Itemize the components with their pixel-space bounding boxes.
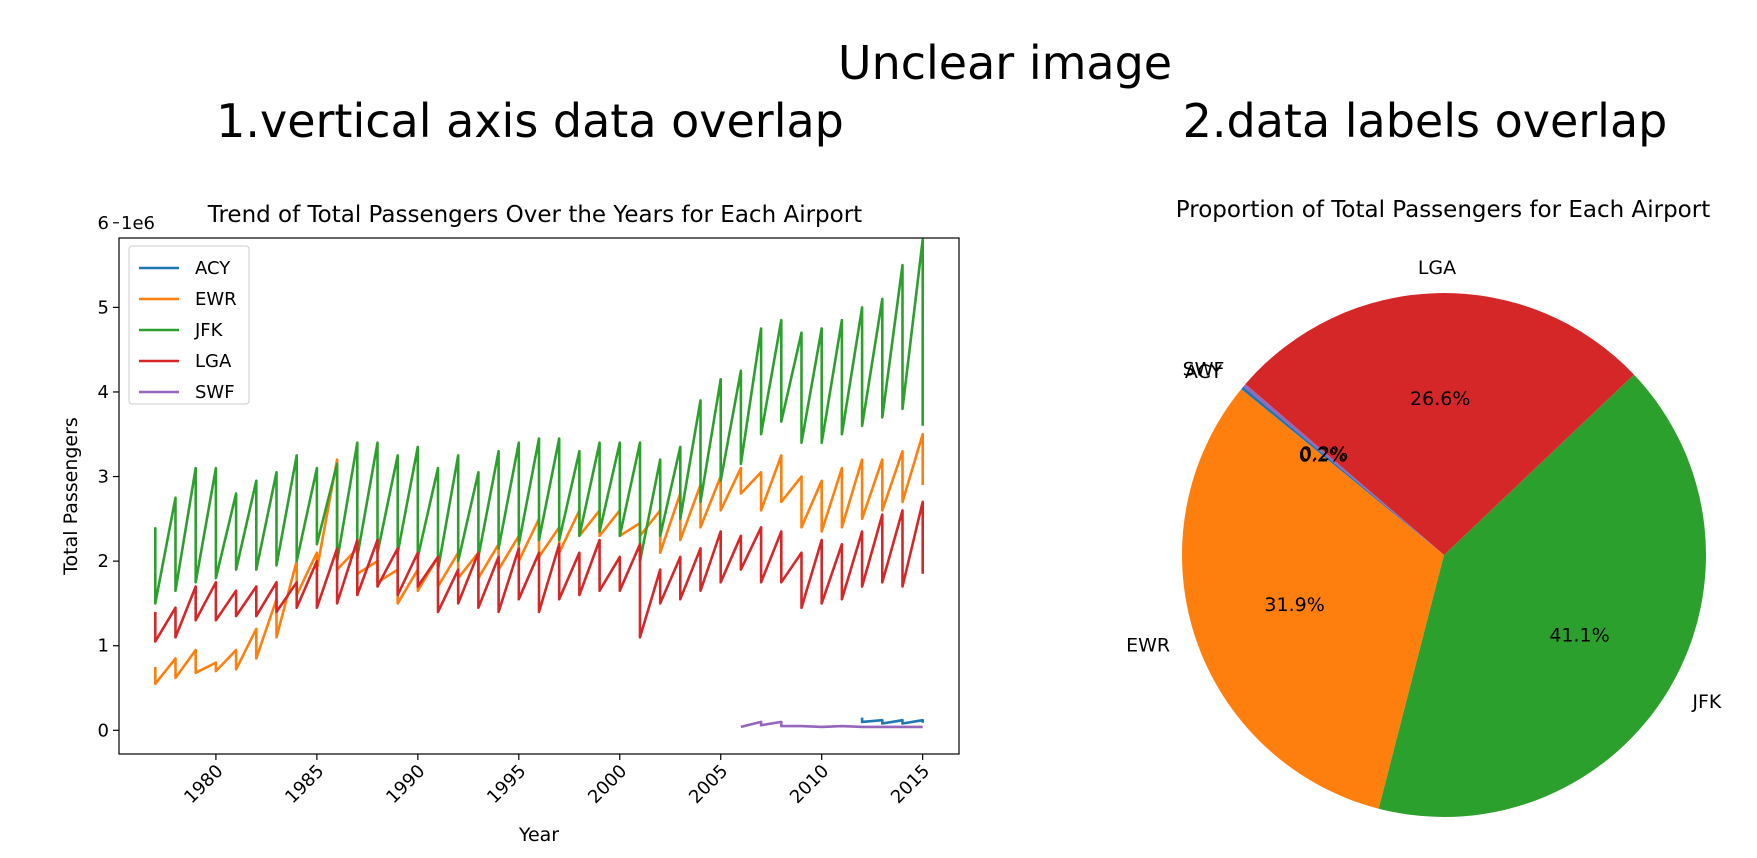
y-tick-label: 4	[98, 382, 109, 403]
series-line-jfk	[154, 238, 925, 605]
line-chart: Trend of Total Passengers Over the Years…	[60, 202, 960, 846]
pie-slice-jfk	[1378, 374, 1707, 817]
y-axis-label: Total Passengers	[60, 417, 82, 576]
legend-frame	[128, 245, 250, 405]
pie-slice-ewr	[1182, 389, 1444, 809]
series-line-acy	[860, 717, 925, 725]
line-chart-title: Trend of Total Passengers Over the Years…	[207, 202, 862, 228]
pie-value-label-acy: 0.2%	[1299, 445, 1347, 467]
y-ticks: 0 1 2 3 4 5 6	[98, 213, 119, 741]
x-tick-label: 2000	[584, 761, 631, 808]
pie-label-acy: ACY	[1185, 361, 1223, 383]
y-tick-label: 0	[98, 720, 109, 741]
pie-label-jfk: JFK	[1691, 691, 1722, 713]
legend: ACY EWR JFK LGA SWF	[128, 245, 250, 405]
x-tick-label: 2010	[786, 761, 833, 808]
series-line-swf	[740, 720, 923, 729]
legend-label-lga: LGA	[195, 351, 232, 372]
y-tick-label: 1	[98, 636, 109, 657]
legend-label-ewr: EWR	[195, 289, 237, 310]
pie-slice-acy	[1241, 386, 1444, 555]
line-series-group	[154, 238, 925, 729]
plot-frame	[118, 237, 960, 755]
legend-label-swf: SWF	[195, 382, 235, 403]
pie-label-lga: LGA	[1418, 257, 1456, 279]
y-axis-offset-label: 1e6	[121, 213, 155, 234]
x-tick-label: 1985	[281, 761, 328, 808]
pie-label-swf: SWF	[1183, 358, 1225, 380]
x-tick-label: 1990	[382, 761, 429, 808]
legend-label-jfk: JFK	[194, 320, 224, 341]
pie-slices	[1182, 292, 1707, 817]
pie-value-label-jfk: 41.1%	[1549, 625, 1609, 647]
x-tick-label: 1980	[180, 761, 227, 808]
y-tick-label: 2	[98, 551, 109, 572]
x-axis-label: Year	[518, 824, 559, 846]
series-line-lga	[154, 500, 925, 643]
y-tick-label: 3	[98, 467, 109, 488]
x-tick-label: 2015	[887, 761, 934, 808]
left-heading: 1.vertical axis data overlap	[216, 94, 844, 148]
pie-value-label-ewr: 31.9%	[1264, 594, 1324, 616]
pie-chart-title: Proportion of Total Passengers for Each …	[1176, 197, 1710, 223]
y-tick-label: 6	[98, 213, 109, 234]
pie-label-ewr: EWR	[1126, 635, 1170, 657]
pie-slice-swf	[1243, 384, 1444, 555]
right-heading: 2.data labels overlap	[1182, 94, 1668, 148]
x-tick-label: 2005	[685, 761, 732, 808]
pie-slice-lga	[1245, 292, 1634, 555]
y-tick-label: 5	[98, 297, 109, 318]
main-heading: Unclear image	[837, 36, 1173, 90]
pie-value-label-lga: 26.6%	[1410, 388, 1470, 410]
legend-label-acy: ACY	[195, 258, 231, 279]
x-ticks: 1980 1985 1990 1995 2000 2005 2010 2015	[180, 754, 934, 808]
pie-value-label-swf: 0.2%	[1300, 443, 1348, 465]
x-tick-label: 1995	[483, 761, 530, 808]
